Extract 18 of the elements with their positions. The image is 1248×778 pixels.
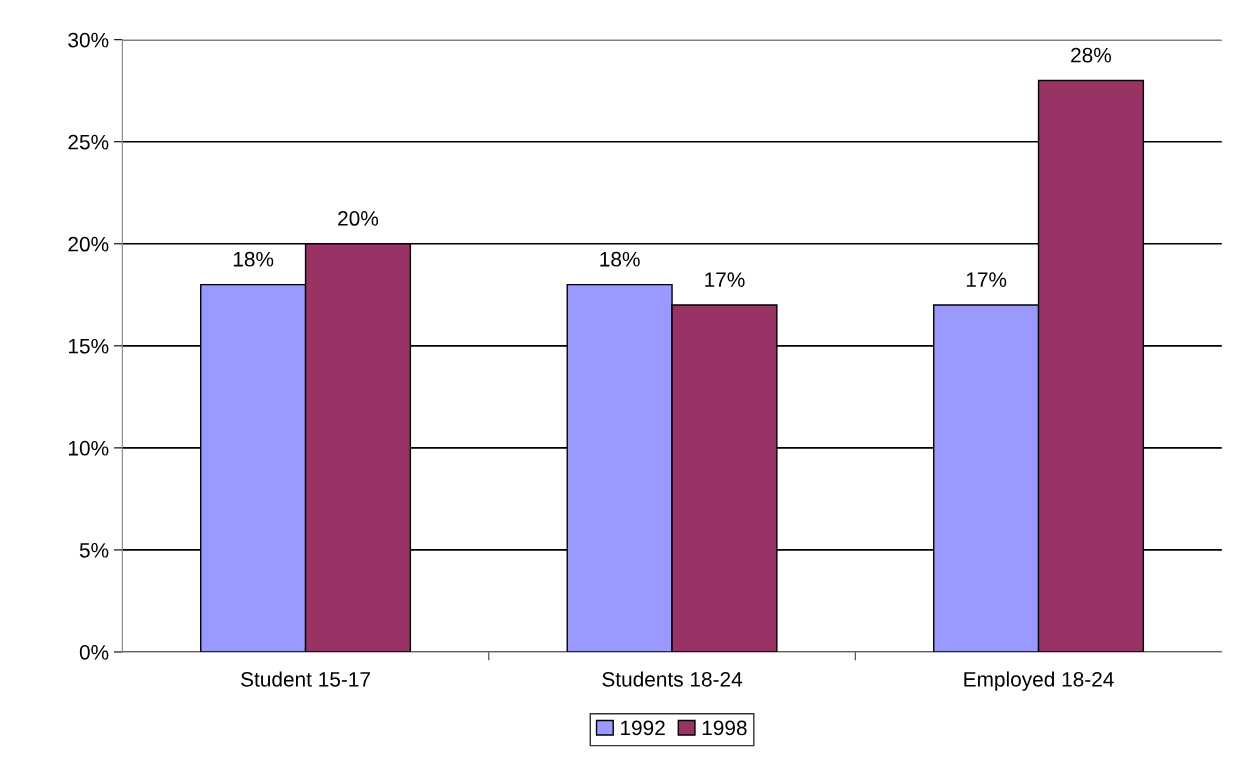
data-label: 18% bbox=[233, 251, 274, 267]
y-tick-label: 0% bbox=[79, 644, 109, 660]
data-label: 17% bbox=[705, 272, 745, 287]
y-tick-label: 10% bbox=[69, 440, 109, 456]
data-label: 28% bbox=[1071, 47, 1112, 63]
legend-label: 1998 bbox=[702, 720, 747, 736]
y-tick-label: 25% bbox=[68, 134, 109, 150]
x-tick-label: Employed 18-24 bbox=[964, 671, 1114, 691]
data-label: 17% bbox=[966, 272, 1007, 287]
legend-label: 1992 bbox=[621, 720, 665, 736]
data-label: 20% bbox=[338, 211, 379, 226]
data-label: 18% bbox=[600, 251, 640, 267]
y-tick-label: 5% bbox=[79, 543, 109, 558]
y-tick-label: 20% bbox=[68, 236, 109, 252]
x-tick-label: Students 18-24 bbox=[602, 671, 743, 687]
x-tick-label: Student 15-17 bbox=[241, 671, 370, 687]
y-tick-label: 30% bbox=[68, 32, 109, 48]
y-tick-label: 15% bbox=[69, 338, 109, 354]
